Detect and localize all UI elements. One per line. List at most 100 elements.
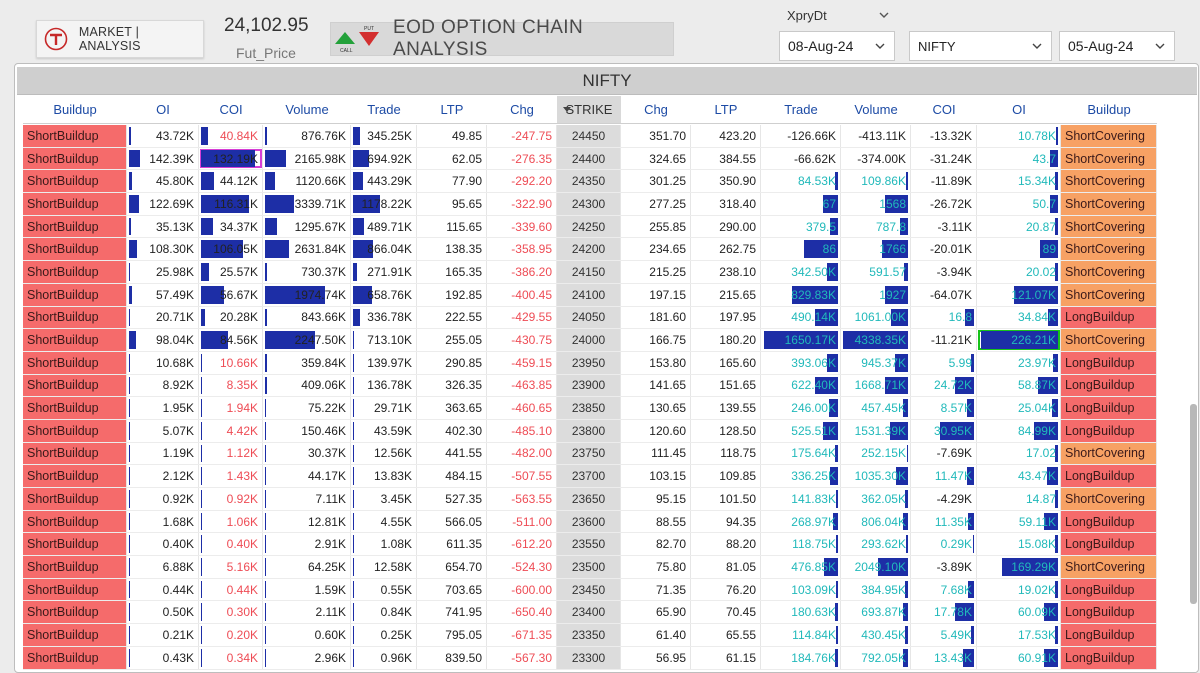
put-volume-value: -374.00K (857, 151, 906, 166)
index-dropdown[interactable]: NIFTY (909, 31, 1052, 61)
data-bar (353, 535, 354, 554)
table-row[interactable]: ShortBuildup 1.19K 1.12K 30.37K 12.56K 441.55… (23, 442, 1157, 466)
table-body[interactable]: ShortBuildup 43.72K 40.84K 876.76K 345.25K 49… (23, 125, 1157, 672)
call-ltp-value: 441.55 (445, 446, 482, 461)
column-header-buildup-call[interactable]: Buildup (23, 96, 127, 123)
column-header-oi-call[interactable]: OI (127, 96, 199, 123)
table-row[interactable]: ShortBuildup 142.39K 132.19K 2165.98K 694.92… (23, 147, 1157, 171)
column-header-trade-put[interactable]: Trade (761, 96, 841, 123)
table-row[interactable]: ShortBuildup 20.71K 20.28K 843.66K 336.78K 22… (23, 306, 1157, 330)
table-row[interactable]: ShortBuildup 0.43K 0.34K 2.96K 0.96K 839.50 -5… (23, 646, 1157, 670)
column-header-oi-put[interactable]: OI (977, 96, 1061, 123)
call-buildup-cell: ShortBuildup (23, 465, 127, 487)
put-oi-value: 17.02 (1025, 446, 1056, 461)
column-header-volume-call[interactable]: Volume (263, 96, 351, 123)
column-header-coi-put[interactable]: COI (911, 96, 977, 123)
table-row[interactable]: ShortBuildup 108.30K 106.05K 2631.84K 866.04… (23, 238, 1157, 262)
put-buildup-cell: ShortCovering (1061, 170, 1157, 193)
chevron-down-icon[interactable] (878, 8, 890, 20)
call-oi-cell: 6.88K (127, 556, 199, 578)
table-row[interactable]: ShortBuildup 5.07K 4.42K 150.46K 43.59K 402.3… (23, 419, 1157, 443)
table-row[interactable]: ShortBuildup 0.44K 0.44K 1.59K 0.55K 703.65 -6… (23, 578, 1157, 602)
data-bar (129, 149, 140, 168)
market-analysis-button[interactable]: MARKET | ANALYSIS (36, 20, 204, 58)
put-coi-value: -3.89K (936, 559, 972, 574)
call-buildup-value: ShortBuildup (27, 401, 99, 416)
column-header-coi-call[interactable]: COI (199, 96, 263, 123)
data-bar (201, 172, 214, 191)
put-chg-cell: 166.75 (621, 329, 691, 351)
put-chg-cell: 103.15 (621, 465, 691, 487)
table-row[interactable]: ShortBuildup 10.68K 10.66K 359.84K 139.97K 29… (23, 351, 1157, 375)
call-oi-value: 20.71K (155, 310, 194, 325)
data-bar (903, 648, 908, 667)
put-chg-value: 153.80 (649, 355, 686, 370)
vertical-scrollbar[interactable] (1190, 404, 1197, 604)
column-header-volume-put[interactable]: Volume (841, 96, 911, 123)
put-coi-cell: -3.89K (911, 556, 977, 578)
table-row[interactable]: ShortBuildup 25.98K 25.57K 730.37K 271.91K 16… (23, 261, 1157, 284)
data-bar (891, 308, 908, 327)
put-trade-cell: 175.64K (761, 442, 841, 465)
data-bar (885, 376, 908, 395)
put-buildup-cell: ShortCovering (1061, 147, 1157, 170)
put-oi-cell: 15.08K (977, 533, 1061, 556)
table-row[interactable]: ShortBuildup 35.13K 34.37K 1295.67K 489.71K 1… (23, 215, 1157, 239)
trade-date-dropdown[interactable]: 05-Aug-24 (1059, 31, 1175, 61)
call-trade-value: 345.25K (367, 128, 412, 143)
strike-price-cell: 23500 (557, 556, 621, 578)
call-trade-cell: 139.97K (351, 351, 417, 374)
data-bar (907, 444, 908, 463)
data-bar (830, 217, 838, 236)
data-bar (265, 626, 266, 644)
column-header-label: Chg (510, 102, 534, 117)
sort-descending-icon[interactable] (563, 105, 571, 113)
data-bar (129, 535, 130, 554)
table-row[interactable]: ShortBuildup 98.04K 84.56K 2247.50K 713.10K 2… (23, 329, 1157, 352)
put-trade-value: 180.63K (791, 605, 836, 620)
column-header-label: Buildup (1087, 102, 1131, 117)
column-header-chg-call[interactable]: Chg (487, 96, 557, 123)
call-buildup-value: ShortBuildup (27, 264, 99, 279)
table-row[interactable]: ShortBuildup 1.68K 1.06K 12.81K 4.55K 566.05 -… (23, 510, 1157, 534)
column-header-strike[interactable]: STRIKE (557, 96, 621, 123)
table-row[interactable]: ShortBuildup 43.72K 40.84K 876.76K 345.25K 49… (23, 125, 1157, 148)
put-oi-value: 58.87K (1017, 378, 1056, 393)
column-header-ltp-put[interactable]: LTP (691, 96, 761, 123)
table-row[interactable]: ShortBuildup 1.95K 1.94K 75.22K 29.71K 363.65… (23, 397, 1157, 420)
put-trade-value: 829.83K (791, 287, 836, 302)
put-chg-value: 166.75 (649, 333, 686, 348)
put-coi-cell: 11.47K (911, 465, 977, 487)
call-oi-cell: 5.07K (127, 419, 199, 442)
table-row[interactable]: ShortBuildup 0.92K 0.92K 7.11K 3.45K 527.35 -5… (23, 488, 1157, 511)
call-volume-cell: 0.60K (263, 624, 351, 646)
call-trade-value: 866.04K (367, 242, 412, 257)
put-chg-cell: 277.25 (621, 193, 691, 215)
data-bar (201, 240, 243, 259)
table-row[interactable]: ShortBuildup 0.50K 0.30K 2.11K 0.84K 741.95 -6… (23, 601, 1157, 625)
put-trade-cell: 525.51K (761, 419, 841, 442)
table-row[interactable]: ShortBuildup 0.21K 0.20K 0.60K 0.25K 795.05 -6… (23, 624, 1157, 647)
put-trade-value: 476.85K (791, 559, 836, 574)
table-row[interactable]: ShortBuildup 45.80K 44.12K 1120.66K 443.29K 7… (23, 170, 1157, 194)
table-row[interactable]: ShortBuildup 122.69K 116.31K 3339.71K 1178.2… (23, 193, 1157, 216)
put-oi-cell: 60.09K (977, 601, 1061, 624)
data-bar (265, 331, 315, 349)
column-header-chg-put[interactable]: Chg (621, 96, 691, 123)
strike-price-value: 23850 (571, 401, 606, 416)
data-bar (836, 490, 838, 508)
data-bar (906, 172, 908, 191)
strike-price-value: 24450 (571, 128, 606, 143)
column-header-trade-call[interactable]: Trade (351, 96, 417, 123)
column-header-buildup-put[interactable]: Buildup (1061, 96, 1157, 123)
table-row[interactable]: ShortBuildup 57.49K 56.67K 1974.74K 658.76K 1… (23, 283, 1157, 307)
table-row[interactable]: ShortBuildup 2.12K 1.43K 44.17K 13.83K 484.15… (23, 465, 1157, 488)
expiry-date-dropdown[interactable]: 08-Aug-24 (779, 31, 895, 61)
table-row[interactable]: ShortBuildup 8.92K 8.35K 409.06K 136.78K 326.… (23, 374, 1157, 398)
call-trade-value: 443.29K (367, 174, 412, 189)
call-oi-value: 0.40K (162, 537, 194, 552)
table-row[interactable]: ShortBuildup 6.88K 5.16K 64.25K 12.58K 654.70… (23, 556, 1157, 579)
table-row[interactable]: ShortBuildup 0.40K 0.40K 2.91K 1.08K 611.35 -6… (23, 533, 1157, 557)
data-bar (903, 512, 908, 531)
column-header-ltp-call[interactable]: LTP (417, 96, 487, 123)
